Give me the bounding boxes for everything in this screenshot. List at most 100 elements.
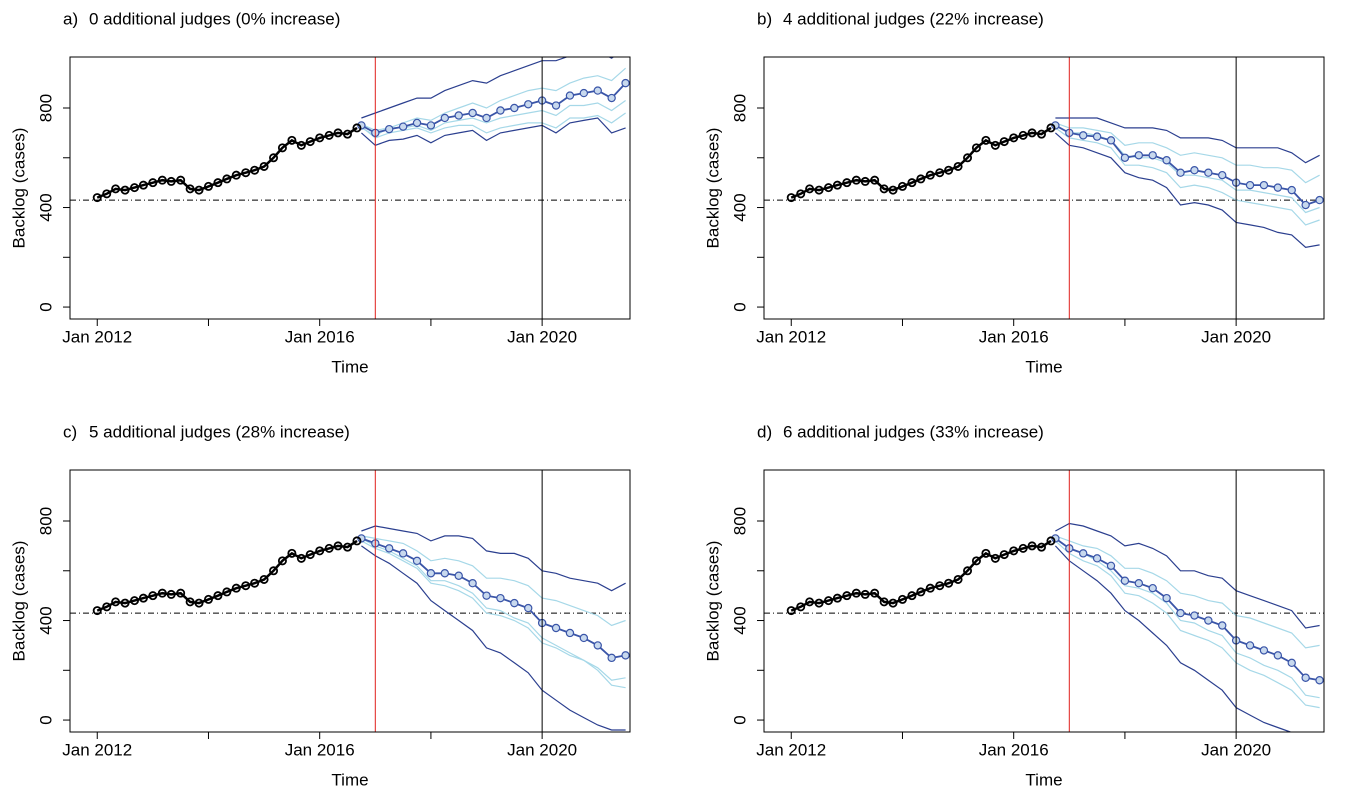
history-point (176, 588, 186, 598)
median-point (565, 91, 575, 100)
history-point (213, 591, 223, 601)
panel: a) 0 additional judges (0% increase) Time B… (9, 9, 631, 376)
plot-frame (763, 469, 1325, 733)
median-point (1120, 153, 1130, 162)
history-point (888, 185, 898, 195)
median-point (454, 111, 463, 120)
median-point (1162, 593, 1171, 603)
history-point (296, 140, 306, 150)
median-point (1301, 200, 1310, 210)
history-point (342, 542, 352, 552)
history-point (925, 170, 935, 180)
history-point (148, 178, 158, 188)
forecast-line (361, 535, 626, 627)
plot-frame (763, 56, 1325, 320)
history-point (916, 174, 926, 184)
y-tick-label: 800 (36, 94, 55, 122)
median-point (1148, 583, 1157, 593)
median-point (621, 651, 630, 660)
median-point (426, 121, 436, 130)
panel: d) 6 additional judges (33% increase) Time… (703, 422, 1325, 789)
plot-area (764, 57, 1324, 319)
history-point (277, 556, 287, 566)
x-tick-label: Jan 2020 (1201, 327, 1271, 346)
panel: c) 5 additional judges (28% increase) Time… (9, 422, 631, 789)
median-point (1245, 180, 1255, 190)
forecast-line (361, 537, 626, 689)
history-point (944, 578, 954, 588)
plot-frame (69, 56, 631, 320)
history-point (315, 546, 325, 556)
median-point (1134, 151, 1144, 160)
median-point (1245, 641, 1255, 650)
median-point (510, 598, 519, 608)
median-point (357, 534, 366, 543)
history-point (944, 165, 954, 175)
history-point (138, 593, 148, 603)
forecast-line (361, 67, 626, 137)
median-point (440, 569, 450, 578)
history-point (1036, 129, 1046, 139)
median-point (398, 122, 408, 131)
plot-area (70, 57, 630, 319)
history-point (130, 596, 140, 606)
history-point (342, 129, 352, 139)
y-axis-label: Backlog (cases) (703, 541, 722, 662)
history-point (157, 588, 167, 598)
history-point (925, 583, 935, 593)
median-point (1315, 195, 1324, 205)
history-point (963, 153, 973, 163)
forecast-line (361, 545, 626, 731)
median-point (1218, 621, 1227, 630)
panel-label: b) (757, 9, 772, 28)
median-point (1273, 651, 1283, 660)
median-point (1092, 554, 1102, 563)
panel: b) 4 additional judges (22% increase) Time… (703, 9, 1325, 376)
history-point (92, 606, 102, 616)
history-point (324, 130, 334, 140)
median-point (385, 544, 394, 553)
history-point (935, 168, 945, 178)
median-point (579, 88, 589, 98)
forecast-line (1055, 537, 1320, 699)
median-point (524, 603, 533, 613)
panel-label: c) (63, 422, 77, 441)
x-tick-label: Jan 2020 (1201, 740, 1271, 759)
history-line (96, 539, 358, 612)
median-point (607, 653, 616, 663)
history-point (999, 550, 1009, 560)
median-point (412, 556, 422, 566)
history-point (907, 591, 917, 601)
x-tick-label: Jan 2012 (62, 740, 132, 759)
history-point (287, 548, 297, 558)
history-point (814, 185, 824, 195)
x-axis-label: Time (1025, 770, 1062, 789)
panel-title: 4 additional judges (22% increase) (783, 9, 1044, 28)
plot-area (764, 470, 1324, 732)
x-tick-label: Jan 2012 (62, 327, 132, 346)
median-point (496, 106, 505, 115)
history-point (824, 183, 834, 193)
history-point (203, 181, 213, 191)
history-point (352, 536, 362, 546)
history-point (832, 593, 842, 603)
x-tick-label: Jan 2012 (756, 740, 826, 759)
history-point (870, 175, 880, 185)
median-point (1315, 676, 1324, 685)
history-point (222, 587, 232, 597)
history-point (832, 180, 842, 190)
median-point (1190, 166, 1199, 175)
median-point (412, 118, 422, 128)
y-tick-label: 800 (730, 507, 749, 535)
median-point (551, 101, 561, 110)
history-point (842, 178, 852, 188)
history-point (102, 189, 112, 199)
history-point (888, 598, 898, 608)
median-point (1176, 608, 1185, 618)
y-axis-label: Backlog (cases) (9, 128, 28, 249)
history-point (824, 596, 834, 606)
y-tick-label: 400 (730, 193, 749, 221)
history-point (250, 578, 260, 588)
x-tick-label: Jan 2016 (979, 327, 1049, 346)
median-point (607, 93, 616, 103)
